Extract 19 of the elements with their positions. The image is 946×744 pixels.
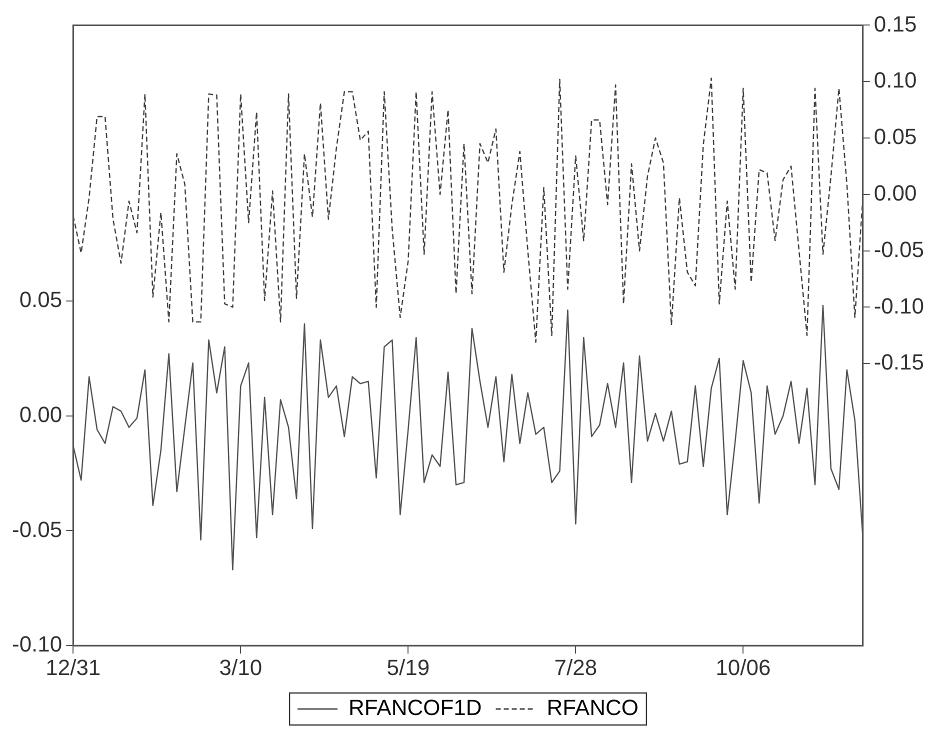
y-tick-label: 0.00 — [19, 402, 62, 427]
y-tick-label: -0.05 — [12, 516, 62, 542]
y2-tick-label: 0.15 — [874, 11, 917, 36]
x-tick-label: 7/28 — [554, 654, 598, 680]
x-tick-label: 12/31 — [46, 654, 101, 680]
legend-label: RFANCOF1D — [348, 695, 482, 720]
y2-tick-label: -0.05 — [874, 236, 924, 262]
y2-tick-label: -0.15 — [874, 350, 924, 375]
y2-tick-label: 0.05 — [874, 124, 917, 150]
y-tick-label: -0.10 — [12, 632, 62, 657]
x-tick-label: 5/19 — [386, 654, 430, 680]
x-tick-label: 3/10 — [219, 654, 262, 680]
legend-label: RFANCO — [546, 695, 638, 720]
y2-tick-label: 0.10 — [874, 68, 917, 93]
y2-tick-label: 0.00 — [874, 180, 917, 206]
y2-tick-label: -0.10 — [874, 293, 924, 318]
line-series — [72, 78, 864, 343]
y-tick-label: 0.05 — [19, 286, 62, 312]
x-tick-label: 10/06 — [716, 654, 771, 680]
